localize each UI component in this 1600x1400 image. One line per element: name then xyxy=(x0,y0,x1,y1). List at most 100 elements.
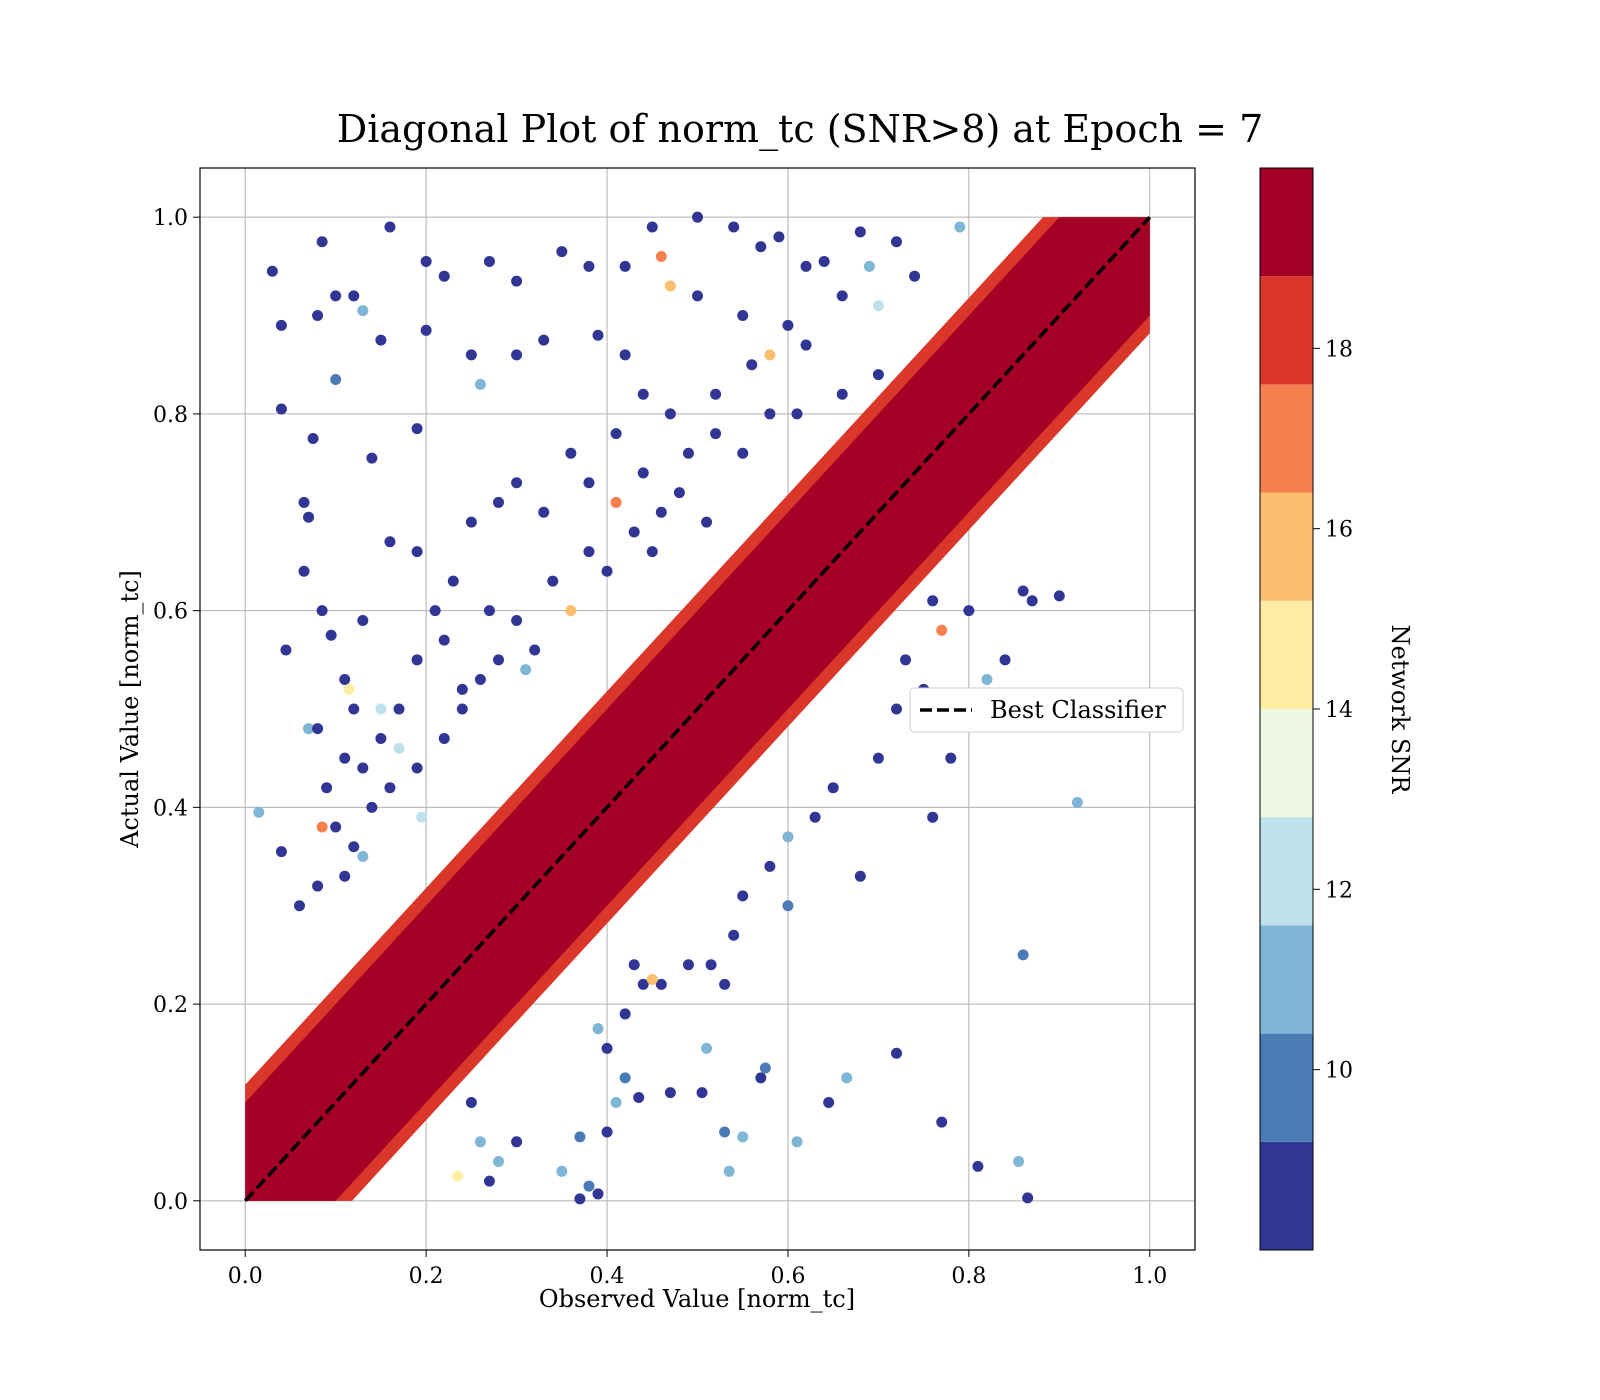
scatter-point xyxy=(493,496,504,508)
scatter-point xyxy=(891,236,902,248)
scatter-point xyxy=(565,605,577,617)
scatter-point xyxy=(592,329,604,341)
scatter-point xyxy=(800,339,812,351)
scatter-point xyxy=(574,1131,586,1143)
colorbar-tick-label: 16 xyxy=(1325,518,1353,543)
scatter-point xyxy=(529,644,541,656)
scatter-point xyxy=(493,654,504,666)
scatter-point xyxy=(538,506,550,518)
data-points xyxy=(253,211,1083,1205)
scatter-point xyxy=(348,703,360,715)
colorbar-tick-label: 18 xyxy=(1325,337,1353,362)
scatter-point xyxy=(556,1165,568,1177)
scatter-point xyxy=(723,1165,735,1177)
scatter-point xyxy=(438,733,450,745)
scatter-point xyxy=(366,452,378,464)
scatter-point xyxy=(755,241,767,253)
scatter-point xyxy=(664,408,676,420)
scatter-point xyxy=(999,654,1011,666)
scatter-point xyxy=(465,349,477,361)
scatter-point xyxy=(737,447,749,459)
scatter-point xyxy=(705,959,717,971)
scatter-point xyxy=(764,408,776,420)
scatter-point xyxy=(701,1042,713,1054)
scatter-point xyxy=(655,251,667,263)
scatter-point xyxy=(375,334,387,346)
scatter-point xyxy=(628,959,640,971)
scatter-point xyxy=(357,762,369,774)
scatter-point xyxy=(339,752,351,764)
scatter-point xyxy=(348,290,360,302)
scatter-point xyxy=(601,1126,613,1138)
scatter-point xyxy=(682,447,694,459)
x-tick-label: 0.0 xyxy=(228,1264,263,1289)
colorbar-tick-label: 14 xyxy=(1325,698,1353,723)
scatter-point xyxy=(963,605,975,617)
colorbar-tick-label: 10 xyxy=(1325,1059,1353,1084)
scatter-point xyxy=(384,221,396,233)
scatter-point xyxy=(592,1188,604,1200)
scatter-point xyxy=(298,565,310,577)
scatter-point xyxy=(764,860,776,872)
legend-label: Best Classifier xyxy=(990,696,1166,724)
scatter-point xyxy=(1017,949,1029,961)
scatter-point xyxy=(637,388,649,400)
scatter-point xyxy=(393,742,405,754)
scatter-point xyxy=(330,290,342,302)
scatter-point xyxy=(483,605,495,617)
scatter-point xyxy=(746,359,758,371)
scatter-point xyxy=(316,821,328,833)
scatter-point xyxy=(420,324,432,336)
scatter-point xyxy=(710,388,722,400)
scatter-point xyxy=(474,1136,486,1148)
scatter-point xyxy=(366,801,378,813)
scatter-point xyxy=(294,900,305,912)
scatter-point xyxy=(673,487,685,499)
scatter-point xyxy=(610,428,622,440)
legend: Best Classifier xyxy=(909,687,1184,733)
scatter-point xyxy=(782,831,794,843)
scatter-point xyxy=(927,595,939,607)
scatter-point xyxy=(384,536,396,548)
scatter-point xyxy=(511,275,523,287)
scatter-point xyxy=(393,703,405,715)
scatter-point xyxy=(872,369,884,381)
scatter-point xyxy=(601,1042,613,1054)
scatter-point xyxy=(610,496,622,508)
scatter-point xyxy=(628,526,640,538)
scatter-point xyxy=(728,221,740,233)
scatter-point xyxy=(429,605,441,617)
colorbar-segment xyxy=(1260,1141,1313,1250)
scatter-point xyxy=(782,900,794,912)
scatter-point xyxy=(759,1062,771,1074)
scatter-point xyxy=(411,762,423,774)
scatter-point xyxy=(339,673,351,685)
y-tick-label: 0.8 xyxy=(153,403,188,428)
scatter-point xyxy=(438,634,450,646)
scatter-point xyxy=(936,624,948,636)
scatter-point xyxy=(483,255,495,267)
scatter-point xyxy=(483,1175,495,1187)
scatter-point xyxy=(411,423,423,435)
scatter-point xyxy=(416,811,428,823)
scatter-point xyxy=(619,260,631,272)
scatter-point xyxy=(692,290,703,302)
scatter-point xyxy=(316,605,328,617)
scatter-point xyxy=(511,349,523,361)
scatter-point xyxy=(339,870,351,882)
scatter-point xyxy=(836,388,848,400)
scatter-point xyxy=(637,978,649,990)
y-tick-label: 1.0 xyxy=(153,206,188,231)
scatter-point xyxy=(384,782,396,794)
scatter-point xyxy=(321,782,333,794)
colorbar-segment xyxy=(1260,600,1313,709)
scatter-point xyxy=(719,1126,731,1138)
y-tick-label: 0.2 xyxy=(153,993,188,1018)
scatter-point xyxy=(827,782,839,794)
colorbar-segment xyxy=(1260,384,1313,493)
scatter-point xyxy=(655,978,667,990)
scatter-point xyxy=(782,319,794,331)
scatter-point xyxy=(456,683,468,695)
scatter-point xyxy=(800,260,812,272)
